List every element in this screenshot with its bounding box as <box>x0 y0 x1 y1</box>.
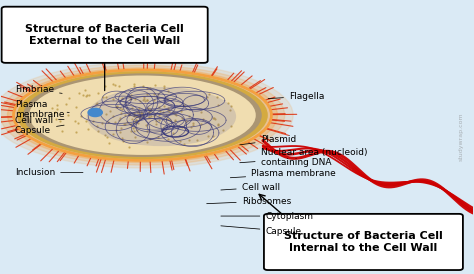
Text: Ribosomes: Ribosomes <box>207 196 291 206</box>
Text: Nuclear area (nucleoid)
containing DNA: Nuclear area (nucleoid) containing DNA <box>240 148 367 167</box>
Ellipse shape <box>17 71 268 159</box>
FancyBboxPatch shape <box>264 214 463 270</box>
Text: Plasmid: Plasmid <box>240 135 296 145</box>
Ellipse shape <box>23 73 262 157</box>
Ellipse shape <box>0 65 285 165</box>
Ellipse shape <box>0 62 293 168</box>
Text: Capsule: Capsule <box>15 125 64 135</box>
Circle shape <box>88 109 102 116</box>
Text: Inclusion: Inclusion <box>15 168 83 177</box>
Text: Plasma membrane: Plasma membrane <box>230 169 336 178</box>
Ellipse shape <box>29 75 256 155</box>
Text: Flagella: Flagella <box>268 92 324 101</box>
Text: Capsule: Capsule <box>221 226 301 236</box>
Text: Structure of Bacteria Cell
External to the Cell Wall: Structure of Bacteria Cell External to t… <box>25 24 184 45</box>
Text: Plasma
membrane: Plasma membrane <box>15 100 69 119</box>
Text: Fimbriae: Fimbriae <box>15 85 62 94</box>
FancyBboxPatch shape <box>1 7 208 63</box>
Text: studywrap.com: studywrap.com <box>459 113 464 161</box>
Text: Structure of Bacteria Cell
Internal to the Cell Wall: Structure of Bacteria Cell Internal to t… <box>284 231 443 253</box>
Text: Cytoplasm: Cytoplasm <box>221 212 313 221</box>
Ellipse shape <box>87 87 236 146</box>
Text: Cell wall: Cell wall <box>15 116 64 125</box>
Ellipse shape <box>8 68 277 162</box>
Text: Cell wall: Cell wall <box>221 183 280 192</box>
